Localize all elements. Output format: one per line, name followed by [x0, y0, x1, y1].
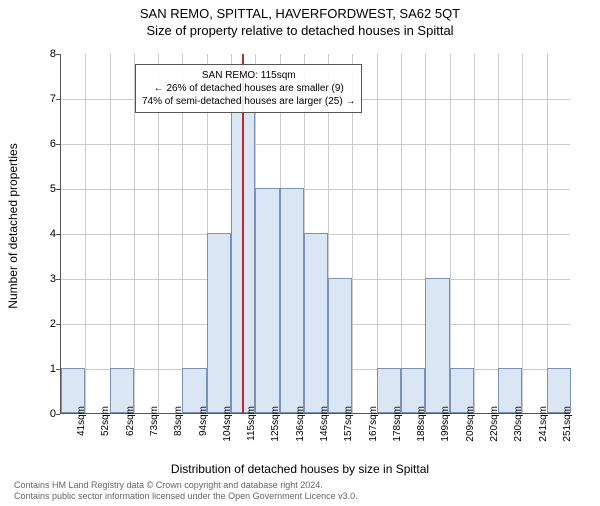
histogram-bar [304, 233, 328, 413]
x-tick-label: 83sqm [173, 406, 184, 456]
gridline-h [61, 144, 570, 145]
x-tick-label: 188sqm [416, 406, 427, 456]
y-tick-mark [56, 99, 60, 100]
footer-line1: Contains HM Land Registry data © Crown c… [14, 480, 358, 491]
annotation-box: SAN REMO: 115sqm ← 26% of detached house… [135, 64, 362, 113]
x-tick-label: 220sqm [489, 406, 500, 456]
y-tick-mark [56, 279, 60, 280]
y-tick-label: 2 [36, 318, 56, 330]
x-tick-label: 94sqm [198, 406, 209, 456]
footer-attribution: Contains HM Land Registry data © Crown c… [14, 480, 358, 502]
y-tick-label: 4 [36, 228, 56, 240]
footer-line2: Contains public sector information licen… [14, 491, 358, 502]
annotation-line3: 74% of semi-detached houses are larger (… [142, 95, 355, 108]
x-tick-label: 62sqm [125, 406, 136, 456]
y-tick-label: 0 [36, 408, 56, 420]
gridline-v [377, 54, 378, 413]
x-tick-label: 41sqm [76, 406, 87, 456]
y-tick-mark [56, 144, 60, 145]
x-tick-label: 125sqm [270, 406, 281, 456]
x-tick-label: 104sqm [222, 406, 233, 456]
x-tick-label: 178sqm [392, 406, 403, 456]
x-tick-label: 167sqm [368, 406, 379, 456]
y-tick-mark [56, 324, 60, 325]
y-tick-label: 7 [36, 93, 56, 105]
gridline-v [110, 54, 111, 413]
x-tick-label: 241sqm [538, 406, 549, 456]
x-tick-label: 251sqm [562, 406, 573, 456]
x-tick-label: 73sqm [149, 406, 160, 456]
x-tick-label: 209sqm [465, 406, 476, 456]
y-tick-label: 1 [36, 363, 56, 375]
y-tick-mark [56, 189, 60, 190]
x-axis-label: Distribution of detached houses by size … [0, 462, 600, 476]
x-tick-label: 199sqm [440, 406, 451, 456]
gridline-h [61, 189, 570, 190]
histogram-bar [328, 278, 352, 413]
gridline-v [85, 54, 86, 413]
histogram-bar [207, 233, 231, 413]
gridline-v [474, 54, 475, 413]
x-tick-label: 52sqm [100, 406, 111, 456]
y-tick-mark [56, 54, 60, 55]
gridline-v [401, 54, 402, 413]
chart-title-line2: Size of property relative to detached ho… [0, 23, 600, 38]
y-tick-mark [56, 414, 60, 415]
y-tick-label: 3 [36, 273, 56, 285]
gridline-v [547, 54, 548, 413]
x-tick-label: 146sqm [319, 406, 330, 456]
gridline-v [498, 54, 499, 413]
y-tick-mark [56, 234, 60, 235]
annotation-line2: ← 26% of detached houses are smaller (9) [142, 82, 355, 95]
annotation-line1: SAN REMO: 115sqm [142, 69, 355, 82]
histogram-bar [425, 278, 449, 413]
histogram-bar [255, 188, 279, 413]
x-tick-label: 115sqm [246, 406, 257, 456]
gridline-v [522, 54, 523, 413]
x-tick-label: 157sqm [343, 406, 354, 456]
y-axis-label: Number of detached properties [6, 143, 20, 308]
chart-title-line1: SAN REMO, SPITTAL, HAVERFORDWEST, SA62 5… [0, 6, 600, 21]
x-tick-label: 136sqm [295, 406, 306, 456]
y-tick-label: 6 [36, 138, 56, 150]
gridline-v [450, 54, 451, 413]
y-tick-label: 5 [36, 183, 56, 195]
histogram-bar [280, 188, 304, 413]
x-tick-label: 230sqm [513, 406, 524, 456]
y-tick-mark [56, 369, 60, 370]
y-tick-label: 8 [36, 48, 56, 60]
